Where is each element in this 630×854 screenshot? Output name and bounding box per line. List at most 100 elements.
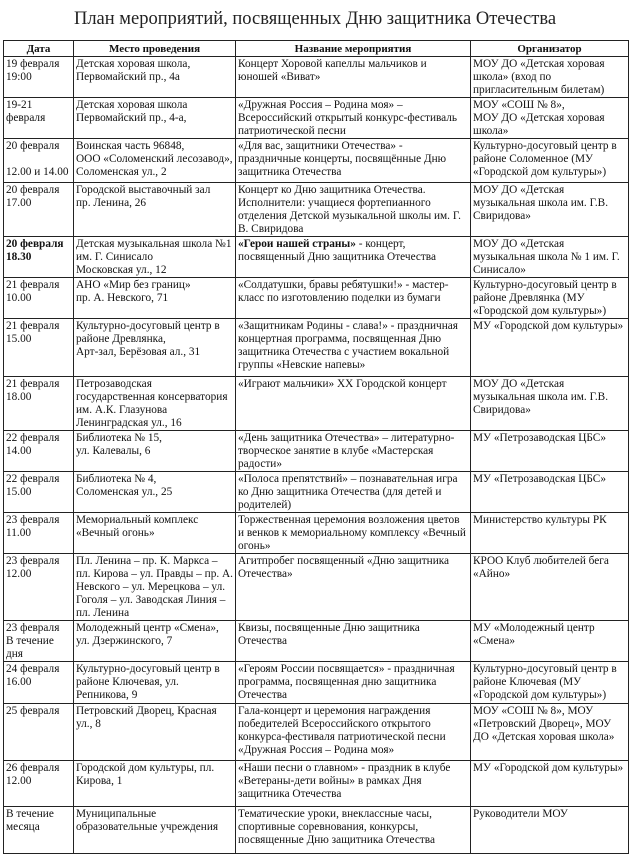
event-text: «Полоса препятствий» – познавательная иг… [238, 473, 458, 511]
table-row: 20 февраля 17.00 Городской выставочный за… [3, 182, 629, 237]
cell-event: Агитпробег посвященный «Дню защитника От… [235, 553, 471, 621]
cell-event: «Защитникам Родины - слава!» - праздничн… [235, 318, 471, 377]
cell-date: 21 февраля 15.00 [3, 318, 74, 377]
cell-date: 25 февраля [3, 703, 74, 761]
table-row: 23 февраля 12.00 Пл. Ленина – пр. К. Марк… [3, 553, 629, 621]
cell-event: «Играют мальчики» XX Городской концерт [235, 376, 471, 431]
cell-organizer: МУ «Молодежный центр «Смена» [470, 620, 629, 662]
table-row: 23 февраля 11.00 Мемориальный комплекс «В… [3, 512, 629, 554]
cell-organizer: МОУ ДО «Детская музыкальная школа № 1 им… [470, 236, 629, 278]
cell-place: Петровский Дворец, Красная ул., 8 [73, 703, 236, 761]
event-text: Гала-концерт и церемония награждения поб… [238, 705, 446, 756]
cell-place: Петрозаводская государственная консерват… [73, 376, 236, 431]
cell-event: «Дружная Россия – Родина моя» – Всеросси… [235, 97, 471, 139]
event-text: Торжественная церемония возложения цвето… [238, 514, 466, 552]
cell-organizer: КРОО Клуб любителей бега «Айно» [470, 553, 629, 621]
cell-place: Городской выставочный зал пр. Ленина, 26 [73, 182, 236, 237]
table-row: 26 февраля 12.00 Городской дом культуры, … [3, 760, 629, 807]
event-text: «Героям России посвящается» - празднична… [238, 663, 455, 701]
cell-organizer: МУ «Городской дом культуры» [470, 318, 629, 377]
table-row: 22 февраля 14.00 Библиотека № 15, ул. Кал… [3, 430, 629, 472]
table-row: 25 февраля Петровский Дворец, Красная ул.… [3, 703, 629, 761]
table-row: 23 февраля В течение дня Молодежный центр… [3, 620, 629, 662]
cell-organizer: МОУ ДО «Детская музыкальная школа им. Г.… [470, 376, 629, 431]
cell-organizer: МОУ «СОШ № 8», МОУ ДО «Детская хоровая ш… [470, 97, 629, 139]
cell-place: Культурно-досуговый центр в районе Древл… [73, 318, 236, 377]
cell-organizer: Министерство культуры РК [470, 512, 629, 554]
page-title: План мероприятий, посвященных Дню защитн… [73, 9, 557, 29]
cell-date: В течение месяца [3, 806, 74, 854]
cell-event: «День защитника Отечества» – литературно… [235, 430, 471, 472]
column-header-date: Дата [3, 40, 74, 57]
table-row: 19-21 февраля Детская хоровая школа Перво… [3, 97, 629, 139]
cell-organizer: МОУ ДО «Детская музыкальная школа им. Г.… [470, 182, 629, 237]
cell-place: Пл. Ленина – пр. К. Маркса – пл. Кирова … [73, 553, 236, 621]
event-text: «Наши песни о главном» - праздник в клуб… [238, 762, 451, 800]
cell-date: 19-21 февраля [3, 97, 74, 139]
cell-event: Тематические уроки, внеклассные часы, сп… [235, 806, 471, 854]
cell-date: 20 февраля 17.00 [3, 182, 74, 237]
event-text: - концерт, посвященный Дню защитника Оте… [238, 238, 437, 263]
cell-event: Торжественная церемония возложения цвето… [235, 512, 471, 554]
cell-place: Молодежный центр «Смена», ул. Дзержинско… [73, 620, 236, 662]
cell-event: «Герои нашей страны» - концерт, посвящен… [235, 236, 471, 278]
cell-date: 23 февраля В течение дня [3, 620, 74, 662]
event-text: «Дружная Россия – Родина моя» – Всеросси… [238, 99, 458, 137]
event-title-bold: «Герои нашей страны» [238, 238, 356, 250]
event-text: Концерт Хоровой капеллы мальчиков и юнош… [238, 58, 427, 83]
table-row: 21 февраля 15.00 Культурно-досуговый цент… [3, 318, 629, 377]
cell-place: Детская хоровая школа Первомайский пр., … [73, 97, 236, 139]
event-text: Тематические уроки, внеклассные часы, сп… [238, 808, 435, 846]
table-row: 19 февраля 19:00 Детская хоровая школа, П… [3, 56, 629, 98]
cell-organizer: МОУ ДО «Детская хоровая школа» (вход по … [470, 56, 629, 98]
event-text: Концерт ко Дню защитника Отечества. Испо… [238, 184, 461, 235]
cell-organizer: МОУ «СОШ № 8», МОУ «Петровский Дворец», … [470, 703, 629, 761]
event-text: Квизы, посвященные Дню защитника Отечест… [238, 622, 420, 647]
events-table: Дата Место проведения Название мероприят… [3, 40, 629, 854]
cell-event: Квизы, посвященные Дню защитника Отечест… [235, 620, 471, 662]
cell-event: «Героям России посвящается» - празднична… [235, 661, 471, 704]
event-text: «День защитника Отечества» – литературно… [238, 432, 455, 470]
table-row: 21 февраля 10.00 АНО «Мир без границ» пр.… [3, 277, 629, 319]
cell-date: 23 февраля 11.00 [3, 512, 74, 554]
table-row: В течение месяца Муниципальные образовате… [3, 806, 629, 854]
cell-organizer: Культурно-досуговый центр в районе Древл… [470, 277, 629, 319]
cell-event: Гала-концерт и церемония награждения поб… [235, 703, 471, 761]
cell-event: Концерт ко Дню защитника Отечества. Испо… [235, 182, 471, 237]
cell-date: 21 февраля 18.00 [3, 376, 74, 431]
table-row: 20 февраля 18.30 Детская музыкальная школ… [3, 236, 629, 278]
cell-place: Мемориальный комплекс «Вечный огонь» [73, 512, 236, 554]
cell-date: 22 февраля 14.00 [3, 430, 74, 472]
cell-organizer: Культурно-досуговый центр в районе Ключе… [470, 661, 629, 704]
event-text: «Солдатушки, бравы ребятушки!» - мастер-… [238, 279, 449, 304]
cell-place: Культурно-досуговый центр в районе Ключе… [73, 661, 236, 704]
cell-event: «Для вас, защитники Отечества» - праздни… [235, 138, 471, 183]
cell-place: Библиотека № 15, ул. Калевалы, 6 [73, 430, 236, 472]
column-header-organizer: Организатор [470, 40, 629, 57]
cell-organizer: МУ «Городской дом культуры» [470, 760, 629, 807]
cell-date: 19 февраля 19:00 [3, 56, 74, 98]
cell-place: Воинская часть 96848, ООО «Соломенский л… [73, 138, 236, 183]
cell-date: 21 февраля 10.00 [3, 277, 74, 319]
cell-organizer: Культурно-досуговый центр в районе Солом… [470, 138, 629, 183]
cell-place: АНО «Мир без границ» пр. А. Невского, 71 [73, 277, 236, 319]
cell-date: 22 февраля 15.00 [3, 471, 74, 513]
table-header-row: Дата Место проведения Название мероприят… [3, 40, 629, 57]
event-text: «Играют мальчики» XX Городской концерт [238, 378, 447, 390]
cell-date: 26 февраля 12.00 [3, 760, 74, 807]
cell-place: Детская музыкальная школа №1 им. Г. Сини… [73, 236, 236, 278]
cell-event: «Солдатушки, бравы ребятушки!» - мастер-… [235, 277, 471, 319]
cell-date: 20 февраля 18.30 [3, 236, 74, 278]
event-text: «Защитникам Родины - слава!» - праздничн… [238, 320, 458, 371]
cell-place: Муниципальные образовательные учреждения [73, 806, 236, 854]
table-row: 22 февраля 15.00 Библиотека № 4, Соломенс… [3, 471, 629, 513]
cell-organizer: МУ «Петрозаводская ЦБС» [470, 471, 629, 513]
table-row: 21 февраля 18.00 Петрозаводская государст… [3, 376, 629, 431]
cell-organizer: Руководители МОУ [470, 806, 629, 854]
cell-event: Концерт Хоровой капеллы мальчиков и юнош… [235, 56, 471, 98]
cell-place: Библиотека № 4, Соломенская ул., 25 [73, 471, 236, 513]
column-header-event: Название мероприятия [235, 40, 471, 57]
cell-date: 24 февраля 16.00 [3, 661, 74, 704]
table-row: 20 февраля 12.00 и 14.00 Воинская часть 9… [3, 138, 629, 183]
column-header-place: Место проведения [73, 40, 236, 57]
